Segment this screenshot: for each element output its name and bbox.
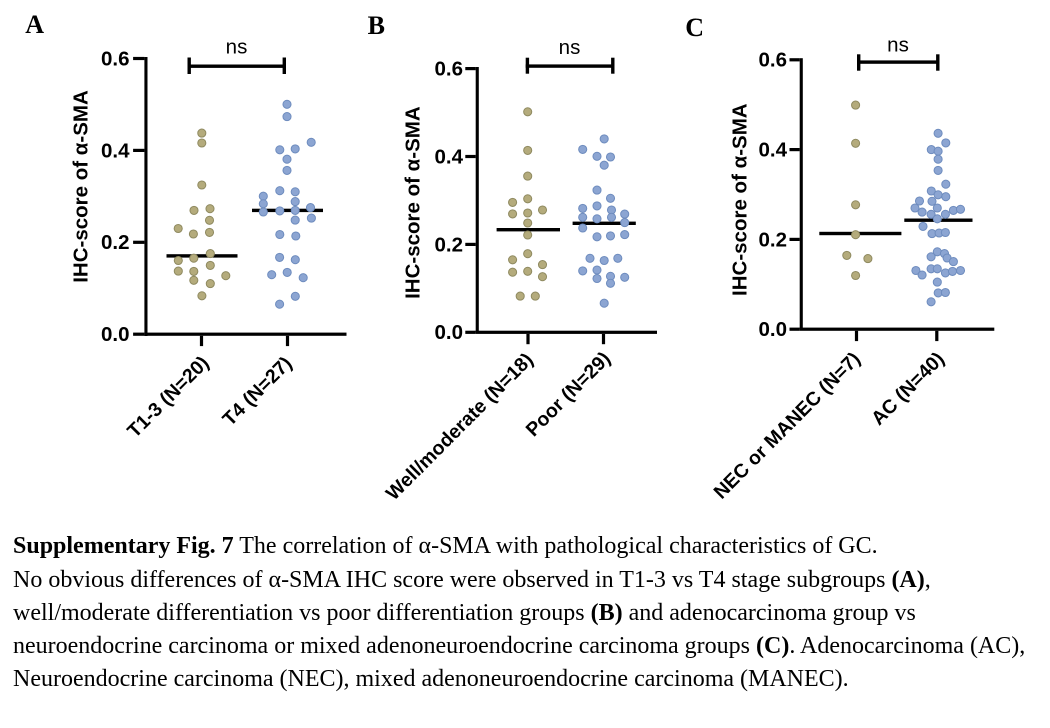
svg-text:AC (N=40): AC (N=40) xyxy=(867,348,949,430)
svg-text:0.6: 0.6 xyxy=(435,58,464,81)
svg-text:0.2: 0.2 xyxy=(759,228,788,251)
svg-text:0.4: 0.4 xyxy=(101,139,130,162)
svg-text:Poor (N=29): Poor (N=29) xyxy=(522,348,615,441)
svg-text:0.0: 0.0 xyxy=(435,321,464,344)
svg-text:ns: ns xyxy=(559,36,581,59)
svg-text:0.2: 0.2 xyxy=(435,233,464,256)
svg-text:T4 (N=27): T4 (N=27) xyxy=(219,352,297,430)
svg-text:0.4: 0.4 xyxy=(435,145,464,168)
svg-text:IHC-score of α-SMA: IHC-score of α-SMA xyxy=(70,90,93,283)
svg-text:0.4: 0.4 xyxy=(759,139,788,162)
svg-text:0.6: 0.6 xyxy=(101,47,130,70)
svg-text:T1-3 (N=20): T1-3 (N=20) xyxy=(123,352,213,442)
svg-text:ns: ns xyxy=(226,36,248,59)
svg-text:NEC or MANEC (N=7): NEC or MANEC (N=7) xyxy=(710,348,865,503)
svg-text:IHC-score of α-SMA: IHC-score of α-SMA xyxy=(402,106,425,299)
svg-text:0.0: 0.0 xyxy=(101,323,130,346)
svg-text:ns: ns xyxy=(887,33,909,56)
svg-text:0.2: 0.2 xyxy=(101,231,130,254)
svg-text:IHC-score of α-SMA: IHC-score of α-SMA xyxy=(728,103,751,296)
svg-text:Well/moderate (N=18): Well/moderate (N=18) xyxy=(382,349,538,505)
svg-text:0.0: 0.0 xyxy=(759,318,788,341)
svg-text:0.6: 0.6 xyxy=(759,49,788,72)
